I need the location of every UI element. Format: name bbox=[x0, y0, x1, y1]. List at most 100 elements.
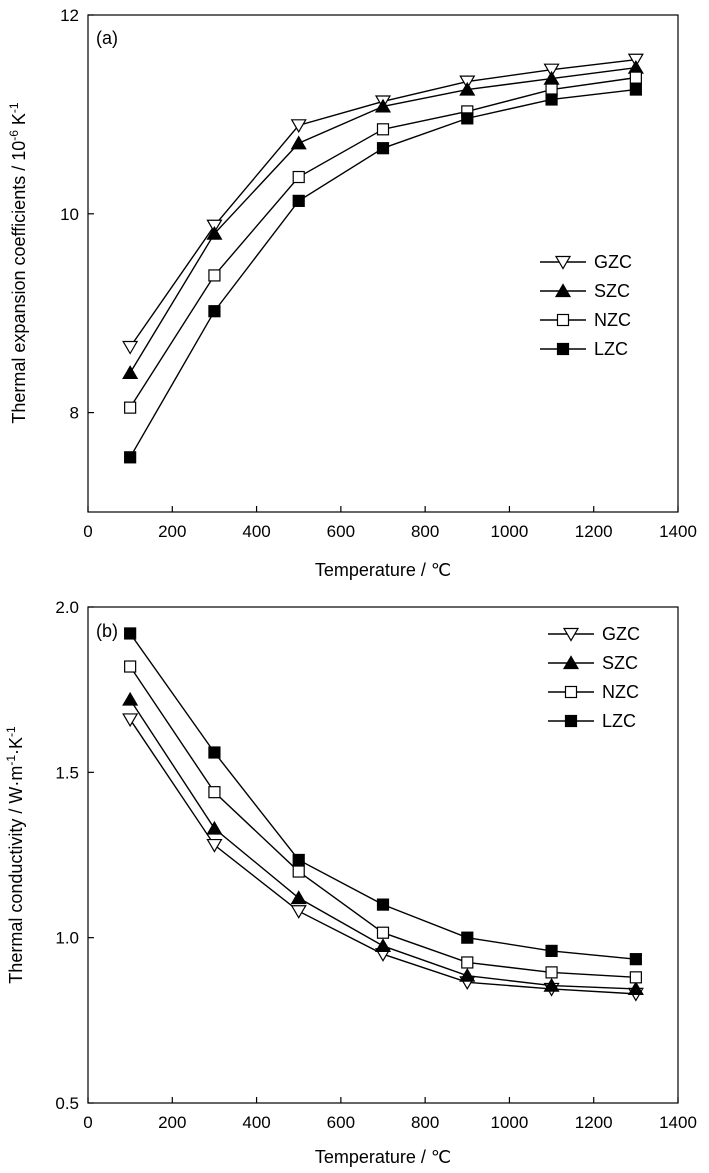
panel-label: (b) bbox=[96, 621, 118, 641]
x-tick-label: 800 bbox=[411, 522, 439, 541]
data-point-nzc bbox=[545, 966, 558, 979]
legend-label: GZC bbox=[602, 624, 640, 644]
data-point-nzc bbox=[208, 786, 221, 799]
y-tick-label: 2.0 bbox=[55, 598, 79, 617]
legend-label: LZC bbox=[602, 711, 636, 731]
data-point-gzc bbox=[290, 119, 307, 134]
plot-frame bbox=[87, 606, 679, 1104]
data-point-szc bbox=[122, 365, 139, 379]
data-point-lzc bbox=[461, 931, 474, 944]
x-tick-label: 400 bbox=[242, 522, 270, 541]
data-point-szc bbox=[459, 81, 476, 96]
data-point-szc bbox=[627, 981, 644, 996]
data-point-gzc bbox=[206, 838, 223, 853]
legend-marker-szc bbox=[562, 655, 580, 670]
data-point-nzc bbox=[208, 269, 221, 282]
data-point-lzc bbox=[376, 142, 390, 155]
data-point-szc bbox=[206, 225, 223, 240]
series-layer bbox=[122, 53, 644, 464]
x-tick-label: 1400 bbox=[659, 1113, 697, 1132]
data-point-szc bbox=[290, 135, 307, 150]
legend-marker-gzc bbox=[562, 627, 580, 642]
y-axis-label-unit-exponent: -1 bbox=[4, 726, 18, 737]
data-point-nzc bbox=[629, 971, 642, 984]
y-axis-label-exponent: -6 bbox=[7, 130, 21, 141]
x-axis-label: Temperature / ℃ bbox=[315, 560, 451, 580]
legend: GZC SZC NZC LZC bbox=[540, 252, 632, 359]
y-tick-label: 1.0 bbox=[55, 929, 79, 948]
data-point-szc bbox=[459, 968, 476, 982]
y-axis-label: Thermal conductivity / W·m-1·K-1 bbox=[4, 726, 26, 984]
legend-label: NZC bbox=[594, 310, 631, 330]
data-point-gzc bbox=[290, 905, 307, 919]
legend-marker-nzc bbox=[556, 313, 570, 327]
y-tick-label: 10 bbox=[60, 205, 79, 224]
x-tick-label: 0 bbox=[83, 1113, 92, 1132]
data-point-lzc bbox=[208, 746, 221, 759]
data-point-szc bbox=[122, 691, 139, 706]
legend-label: LZC bbox=[594, 339, 628, 359]
x-tick-label: 1200 bbox=[575, 1113, 613, 1132]
axis-ticks: 0 200 400 600 800 1000 1200 1400 0.5 1.0 1.5 2.0 bbox=[55, 598, 697, 1132]
y-axis-label-text: Thermal expansion coefficients / 10 bbox=[9, 141, 29, 424]
x-tick-label: 800 bbox=[411, 1113, 439, 1132]
legend-marker-gzc bbox=[554, 255, 572, 270]
data-point-szc bbox=[374, 98, 392, 113]
data-point-lzc bbox=[461, 112, 474, 125]
data-point-nzc bbox=[376, 926, 390, 939]
data-point-lzc bbox=[208, 305, 221, 318]
x-tick-label: 400 bbox=[242, 1113, 270, 1132]
y-axis-label-unit: K bbox=[9, 113, 29, 130]
y-axis-label: Thermal expansion coefficients / 10-6 K-… bbox=[7, 102, 29, 424]
legend-label: GZC bbox=[594, 252, 632, 272]
data-point-gzc bbox=[122, 713, 139, 728]
legend-marker-lzc bbox=[564, 714, 578, 728]
data-point-nzc bbox=[292, 865, 305, 878]
data-point-gzc bbox=[543, 63, 560, 78]
data-point-lzc bbox=[124, 451, 137, 464]
data-point-lzc bbox=[376, 898, 390, 911]
series-layer bbox=[122, 627, 644, 1002]
y-axis-label-unit: ·K bbox=[6, 737, 26, 755]
data-point-lzc bbox=[124, 627, 137, 640]
x-tick-label: 200 bbox=[158, 522, 186, 541]
legend: GZC SZC NZC LZC bbox=[548, 624, 640, 731]
data-point-lzc bbox=[629, 953, 642, 966]
x-tick-label: 0 bbox=[83, 522, 92, 541]
chart-panel-b: 0 200 400 600 800 1000 1200 1400 0.5 1.0 1.5 2.0 GZ… bbox=[4, 598, 697, 1167]
legend-label: SZC bbox=[602, 653, 638, 673]
y-tick-label: 8 bbox=[70, 404, 79, 423]
data-point-nzc bbox=[124, 660, 137, 673]
data-point-gzc bbox=[122, 340, 139, 355]
data-point-lzc bbox=[292, 853, 305, 867]
y-axis-label-text: Thermal conductivity / W·m bbox=[6, 766, 26, 984]
data-point-lzc bbox=[629, 83, 642, 96]
data-point-lzc bbox=[545, 93, 558, 106]
y-axis-label-unit-exponent: -1 bbox=[7, 102, 21, 113]
data-point-szc bbox=[374, 938, 392, 953]
chart-panel-a: 0 200 400 600 800 1000 1200 1400 8 10 12 GZC SZC NZC… bbox=[7, 6, 697, 580]
data-point-nzc bbox=[124, 401, 137, 414]
data-point-szc bbox=[206, 820, 223, 835]
data-point-nzc bbox=[376, 123, 390, 136]
data-point-nzc bbox=[292, 170, 305, 184]
x-tick-label: 1400 bbox=[659, 522, 697, 541]
legend-label: NZC bbox=[602, 682, 639, 702]
x-tick-label: 1000 bbox=[491, 1113, 529, 1132]
x-tick-label: 600 bbox=[327, 1113, 355, 1132]
y-axis-label-exponent: -1 bbox=[4, 755, 18, 766]
axis-ticks: 0 200 400 600 800 1000 1200 1400 8 10 12 bbox=[60, 6, 697, 541]
x-tick-label: 600 bbox=[327, 522, 355, 541]
data-point-nzc bbox=[629, 71, 642, 84]
data-point-lzc bbox=[292, 194, 305, 207]
y-tick-label: 0.5 bbox=[55, 1094, 79, 1113]
legend-marker-nzc bbox=[564, 685, 578, 699]
x-axis-label: Temperature / ℃ bbox=[315, 1147, 451, 1167]
plot-frame bbox=[87, 14, 679, 513]
legend-marker-szc bbox=[554, 283, 572, 298]
legend-marker-lzc bbox=[556, 342, 570, 356]
y-tick-label: 1.5 bbox=[55, 763, 79, 782]
data-point-lzc bbox=[545, 944, 558, 957]
legend-label: SZC bbox=[594, 281, 630, 301]
